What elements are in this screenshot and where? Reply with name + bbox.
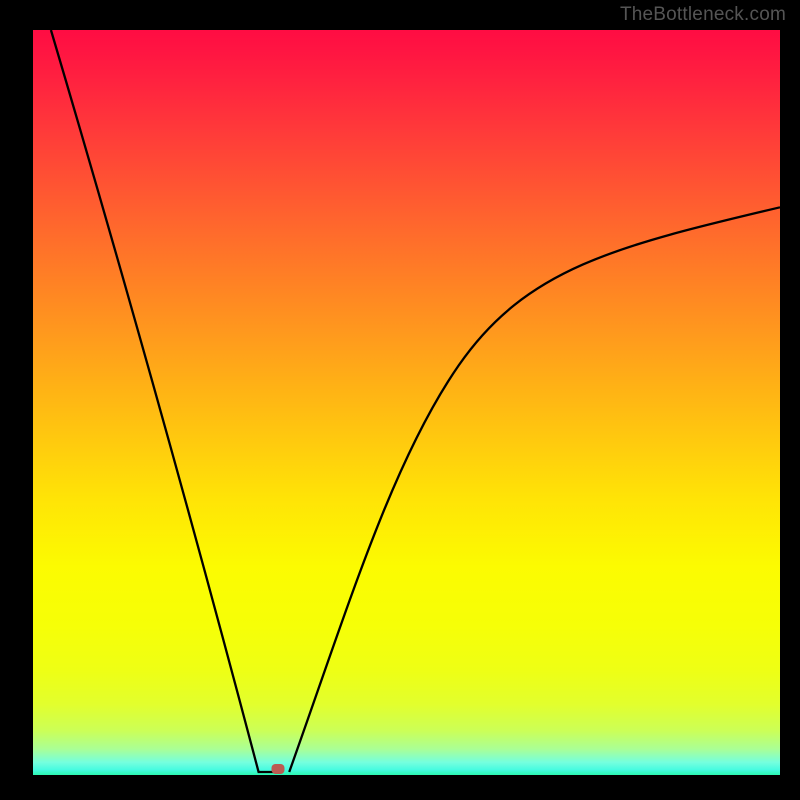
curve-right-branch [289, 207, 780, 772]
plot-frame [33, 30, 780, 775]
watermark-text: TheBottleneck.com [620, 4, 786, 26]
bottleneck-curve [33, 30, 780, 775]
optimal-point-marker [272, 764, 285, 774]
curve-left-branch [51, 30, 276, 772]
